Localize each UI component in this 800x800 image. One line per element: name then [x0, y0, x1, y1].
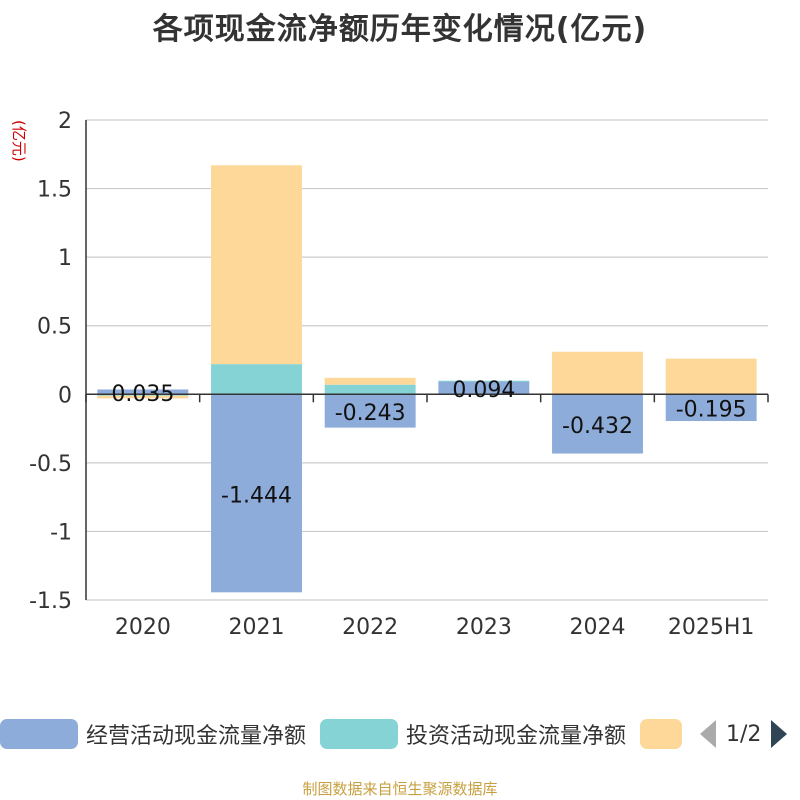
- y-tick-label: 2: [58, 109, 72, 134]
- data-label: 0.094: [452, 378, 515, 403]
- bar-s0-2025H1: [665, 394, 757, 422]
- legend-swatch-operating: [0, 719, 78, 749]
- legend-label-investing: 投资活动现金流量净额: [406, 724, 627, 749]
- x-tick-label: 2022: [342, 615, 398, 640]
- bar-s2-2025H1: [665, 358, 757, 395]
- data-label: 0.035: [111, 382, 174, 407]
- legend-label-operating: 经营活动现金流量净额: [86, 724, 307, 749]
- data-source-note: 制图数据来自恒生聚源数据库: [302, 780, 498, 798]
- y-tick-label: 1: [58, 246, 72, 271]
- bar-s2-2022: [324, 377, 416, 385]
- legend-item-financing[interactable]: [640, 718, 682, 750]
- bar-s2-2021: [211, 165, 302, 365]
- x-tick-label: 2020: [115, 615, 171, 640]
- x-tick-label: 2023: [456, 615, 512, 640]
- legend-item-operating[interactable]: 经营活动现金流量净额: [0, 718, 306, 750]
- data-label: -0.432: [562, 414, 633, 439]
- legend: 经营活动现金流量净额 投资活动现金流量净额 1/2: [0, 712, 800, 756]
- x-tick-label: 2024: [570, 615, 626, 640]
- data-label: -0.243: [335, 401, 406, 426]
- x-tick-label: 2021: [229, 615, 285, 640]
- x-tick-label: 2025H1: [668, 615, 755, 640]
- bar-s1-2023: [438, 380, 530, 382]
- y-tick-label: 1.5: [37, 178, 72, 203]
- y-tick-label: 0.5: [37, 315, 72, 340]
- bar-s1-2021: [211, 364, 302, 395]
- y-tick-label: 0: [58, 383, 72, 408]
- bar-s2-2020: [97, 395, 189, 399]
- chart-title: 各项现金流净额历年变化情况(亿元): [152, 12, 648, 47]
- y-tick-label: -1: [50, 520, 72, 545]
- bar-s0-2022: [324, 394, 416, 428]
- bar-chart: 2 1.5 1 0.5 0 -0.5 -1 -1.5 2020 2021 2022 2023 2024 2…: [29, 109, 769, 640]
- legend-next-icon[interactable]: [771, 720, 788, 748]
- bar-s0-2020: [97, 389, 189, 395]
- bar-s2-2024: [552, 351, 643, 395]
- bar-s0-2021: [211, 394, 302, 593]
- legend-item-investing[interactable]: 投资活动现金流量净额: [320, 718, 626, 750]
- data-label: -0.195: [676, 398, 747, 423]
- legend-prev-icon[interactable]: [700, 720, 716, 748]
- bar-s0-2024: [552, 394, 643, 454]
- bar-s0-2023: [438, 381, 530, 395]
- legend-pager: 1/2: [700, 720, 788, 748]
- y-tick-label: -0.5: [29, 452, 72, 477]
- legend-swatch-financing: [640, 719, 682, 749]
- data-label: -1.444: [221, 483, 292, 508]
- legend-swatch-investing: [320, 719, 398, 749]
- y-tick-label: -1.5: [29, 589, 72, 614]
- bar-s1-2022: [324, 384, 416, 395]
- legend-page-indicator: 1/2: [726, 721, 762, 747]
